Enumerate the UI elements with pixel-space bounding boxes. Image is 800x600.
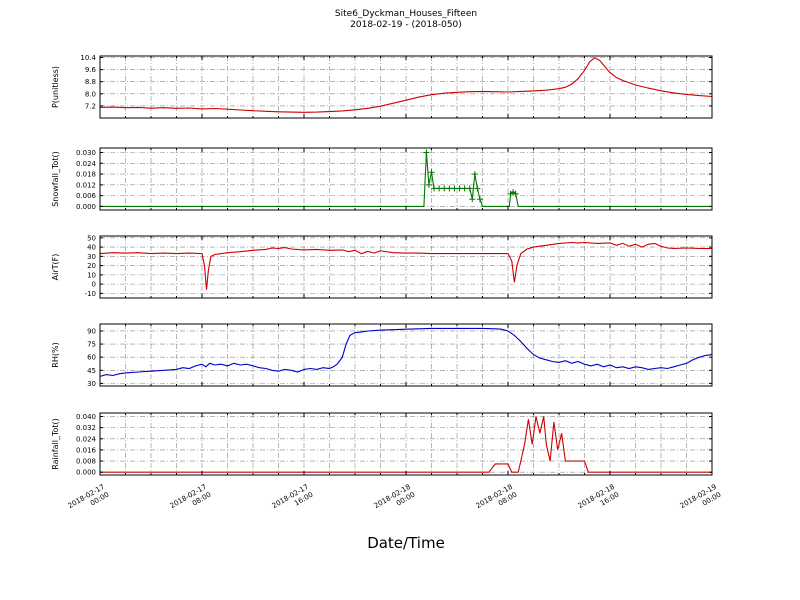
ticks-airt	[99, 236, 713, 298]
ylabel-p: P(unitless)	[51, 66, 60, 108]
panel-rainfall: 0.000 0.008 0.016 0.024 0.032 0.040 Rainfall_T…	[51, 412, 713, 477]
grid-snowfall	[100, 148, 712, 210]
svg-text:0.024: 0.024	[76, 435, 97, 443]
xaxis-label: Date/Time	[367, 534, 445, 552]
svg-text:2018-02-1816:00: 2018-02-1816:00	[577, 483, 621, 518]
svg-text:90: 90	[87, 327, 96, 335]
svg-text:0.000: 0.000	[76, 469, 96, 477]
svg-text:10.4: 10.4	[80, 54, 96, 62]
series-rh	[99, 327, 713, 377]
ylabel-rh: RH(%)	[51, 342, 60, 367]
svg-text:50: 50	[87, 234, 96, 242]
svg-text:30: 30	[87, 253, 96, 261]
svg-text:2018-02-1800:00: 2018-02-1800:00	[373, 483, 417, 518]
series-rainfall	[100, 416, 712, 473]
markers-snowfall	[423, 149, 519, 203]
svg-text:2018-02-1716:00: 2018-02-1716:00	[271, 483, 315, 518]
ytick-labels-rh: 30 45 60 75 90	[87, 327, 96, 387]
svg-text:20: 20	[87, 262, 96, 270]
series-p	[99, 57, 713, 113]
panel-snowfall: 0.000 0.006 0.012 0.018 0.024 0.030 Snowfall_T…	[51, 147, 713, 211]
ylabel-snowfall: Snowfall_Tot()	[51, 151, 60, 207]
svg-text:30: 30	[87, 380, 96, 388]
grid-airt	[100, 236, 712, 298]
ylabel-rainfall: Rainfall_Tot()	[51, 418, 60, 470]
grid-rh	[100, 324, 712, 386]
svg-text:8.8: 8.8	[85, 78, 96, 86]
svg-text:75: 75	[87, 341, 96, 349]
svg-text:0.030: 0.030	[76, 149, 96, 157]
svg-text:40: 40	[87, 244, 96, 252]
svg-text:Site6_Dyckman_Houses_Fifteen: Site6_Dyckman_Houses_Fifteen	[335, 9, 477, 19]
svg-text:0.006: 0.006	[76, 192, 97, 200]
svg-text:0.040: 0.040	[76, 413, 96, 421]
svg-text:0: 0	[92, 281, 96, 289]
svg-text:60: 60	[87, 354, 96, 362]
svg-text:0.012: 0.012	[76, 181, 96, 189]
xtick-labels: 2018-02-1700:00 2018-02-1708:00 2018-02-17…	[67, 483, 723, 518]
svg-text:10: 10	[87, 271, 96, 279]
svg-text:8.0: 8.0	[85, 90, 96, 98]
ytick-labels-p: 7.2 8.0 8.8 9.6 10.4	[80, 54, 96, 110]
svg-text:2018-02-1700:00: 2018-02-1700:00	[67, 483, 111, 518]
ticks-rainfall	[99, 413, 713, 475]
svg-text:45: 45	[87, 367, 96, 375]
ticks-snowfall	[99, 148, 713, 210]
ylabel-airt: AirT(F)	[51, 254, 60, 281]
ticks-rh	[99, 324, 713, 386]
svg-text:7.2: 7.2	[85, 102, 96, 110]
series-airt	[99, 241, 712, 290]
svg-text:0.024: 0.024	[76, 160, 97, 168]
svg-text:2018-02-1808:00: 2018-02-1808:00	[475, 483, 519, 518]
ticks-p	[99, 56, 713, 118]
panel-rh: 30 45 60 75 90 RH(%)	[51, 323, 713, 388]
svg-text:-10: -10	[85, 290, 96, 298]
ytick-labels-rainfall: 0.000 0.008 0.016 0.024 0.032 0.040	[76, 413, 97, 477]
svg-text:2018-02-1708:00: 2018-02-1708:00	[169, 483, 213, 518]
grid-rainfall	[100, 413, 712, 475]
svg-text:2018-02-1900:00: 2018-02-1900:00	[679, 483, 723, 518]
svg-text:0.000: 0.000	[76, 203, 96, 211]
svg-text:0.016: 0.016	[76, 446, 97, 454]
svg-text:0.018: 0.018	[76, 171, 96, 179]
svg-text:9.6: 9.6	[85, 66, 97, 74]
svg-text:0.008: 0.008	[76, 458, 96, 466]
panel-p: 7.2 8.0 8.8 9.6 10.4 P(unitless)	[51, 54, 713, 119]
svg-text:2018-02-19 - (2018-050): 2018-02-19 - (2018-050)	[350, 20, 462, 30]
svg-text:0.032: 0.032	[76, 424, 96, 432]
ytick-labels-snowfall: 0.000 0.006 0.012 0.018 0.024 0.030	[76, 149, 97, 211]
